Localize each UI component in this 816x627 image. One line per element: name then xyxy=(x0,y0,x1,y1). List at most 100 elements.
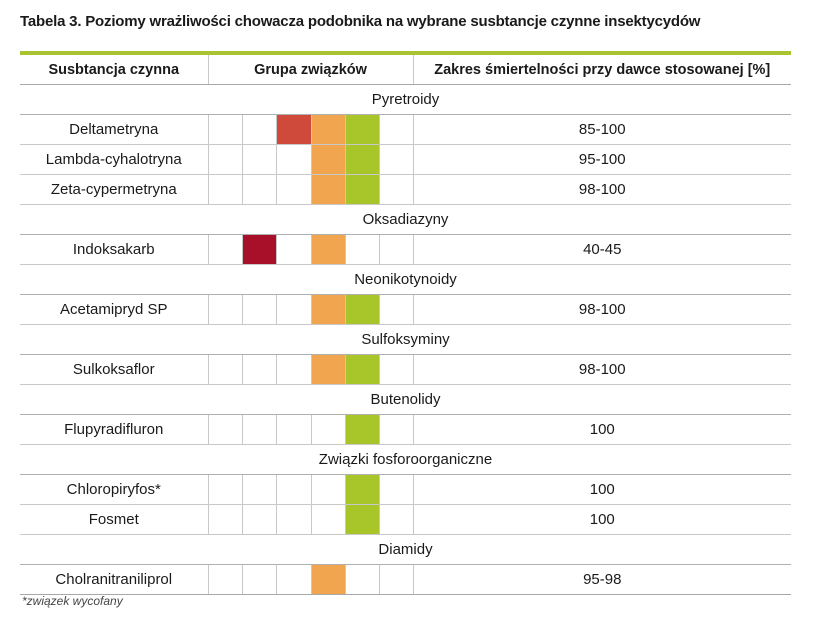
substance-row: Acetamipryd SP 98-100 xyxy=(20,294,791,325)
group-row: Pyretroidy xyxy=(20,84,791,115)
sensitivity-cell xyxy=(378,354,413,385)
sensitivity-cell xyxy=(344,564,379,595)
sensitivity-cell-filled xyxy=(310,294,345,325)
sensitivity-cell-filled xyxy=(344,114,379,145)
header-substance: Susbtancja czynna xyxy=(20,55,208,85)
sensitivity-cell xyxy=(207,414,242,445)
sensitivity-cell xyxy=(310,504,345,535)
sensitivity-cell-filled xyxy=(344,174,379,205)
sensitivity-cell xyxy=(378,474,413,505)
substance-name: Indoksakarb xyxy=(20,234,208,265)
sensitivity-cell-filled xyxy=(344,294,379,325)
sensitivity-cell-filled xyxy=(344,144,379,175)
group-row: Butenolidy xyxy=(20,384,791,415)
group-name: Butenolidy xyxy=(20,384,791,415)
sensitivity-cell-filled xyxy=(275,114,311,145)
sensitivity-cell xyxy=(378,564,413,595)
sensitivity-cell xyxy=(378,234,413,265)
mortality-range: 98-100 xyxy=(412,294,791,325)
sensitivity-cell xyxy=(275,564,311,595)
sensitivity-cell xyxy=(207,354,242,385)
sensitivity-cell xyxy=(241,144,276,175)
group-name: Neonikotynoidy xyxy=(20,264,791,295)
sensitivity-cell xyxy=(275,174,311,205)
sensitivity-cell xyxy=(378,414,413,445)
sensitivity-table: Susbtancja czynna Grupa związków Zakres … xyxy=(20,55,791,595)
sensitivity-cell xyxy=(207,234,242,265)
sensitivity-cell-filled xyxy=(310,234,345,265)
substance-name: Zeta-cypermetryna xyxy=(20,174,208,205)
sensitivity-cell xyxy=(310,474,345,505)
mortality-range: 95-100 xyxy=(412,144,791,175)
accent-bar xyxy=(20,51,791,55)
table-body: Pyretroidy Deltametryna 85-100 Lambda-cyhal… xyxy=(20,84,791,595)
substance-row: Zeta-cypermetryna 98-100 xyxy=(20,174,791,205)
substance-name: Chloropiryfos* xyxy=(20,474,208,505)
sensitivity-cell xyxy=(378,504,413,535)
group-name: Pyretroidy xyxy=(20,84,791,115)
substance-name: Cholranitraniliprol xyxy=(20,564,208,595)
header-range: Zakres śmiertelności przy dawce stosowan… xyxy=(412,55,791,85)
mortality-range: 40-45 xyxy=(412,234,791,265)
substance-name: Acetamipryd SP xyxy=(20,294,208,325)
sensitivity-cell xyxy=(207,474,242,505)
footnote: *związek wycofany xyxy=(22,594,123,608)
table-title: Tabela 3. Poziomy wrażliwości chowacza p… xyxy=(20,13,701,30)
sensitivity-cell xyxy=(275,294,311,325)
sensitivity-cell-filled xyxy=(241,234,276,265)
mortality-range: 100 xyxy=(412,474,791,505)
sensitivity-cell-filled xyxy=(310,564,345,595)
sensitivity-cell-filled xyxy=(344,414,379,445)
sensitivity-cell xyxy=(207,504,242,535)
sensitivity-cell xyxy=(310,414,345,445)
substance-name: Fosmet xyxy=(20,504,208,535)
substance-row: Fosmet 100 xyxy=(20,504,791,535)
sensitivity-cell-filled xyxy=(310,174,345,205)
group-name: Oksadiazyny xyxy=(20,204,791,235)
sensitivity-cell xyxy=(275,414,311,445)
sensitivity-cell xyxy=(207,114,242,145)
substance-row: Indoksakarb 40-45 xyxy=(20,234,791,265)
sensitivity-cell xyxy=(378,144,413,175)
substance-row: Lambda-cyhalotryna 95-100 xyxy=(20,144,791,175)
sensitivity-cell xyxy=(378,114,413,145)
sensitivity-cell xyxy=(275,474,311,505)
sensitivity-cell xyxy=(378,294,413,325)
mortality-range: 85-100 xyxy=(412,114,791,145)
sensitivity-cell xyxy=(241,474,276,505)
sensitivity-cell xyxy=(207,174,242,205)
group-row: Diamidy xyxy=(20,534,791,565)
substance-row: Flupyradifluron 100 xyxy=(20,414,791,445)
sensitivity-cell xyxy=(241,114,276,145)
sensitivity-cell xyxy=(275,354,311,385)
substance-row: Deltametryna 85-100 xyxy=(20,114,791,145)
sensitivity-cell xyxy=(241,294,276,325)
mortality-range: 98-100 xyxy=(412,174,791,205)
substance-name: Sulkoksaflor xyxy=(20,354,208,385)
sensitivity-cell-filled xyxy=(310,114,345,145)
sensitivity-cell xyxy=(275,144,311,175)
sensitivity-cell-filled xyxy=(344,504,379,535)
sensitivity-cell-filled xyxy=(344,474,379,505)
sensitivity-cell xyxy=(344,234,379,265)
sensitivity-cell xyxy=(275,234,311,265)
sensitivity-cell xyxy=(241,354,276,385)
sensitivity-cell xyxy=(241,414,276,445)
mortality-range: 95-98 xyxy=(412,564,791,595)
sensitivity-cell xyxy=(241,504,276,535)
header-group: Grupa związków xyxy=(207,55,413,85)
sensitivity-cell xyxy=(378,174,413,205)
mortality-range: 100 xyxy=(412,414,791,445)
mortality-range: 98-100 xyxy=(412,354,791,385)
substance-name: Deltametryna xyxy=(20,114,208,145)
group-name: Związki fosforoorganiczne xyxy=(20,444,791,475)
substance-row: Chloropiryfos* 100 xyxy=(20,474,791,505)
group-row: Neonikotynoidy xyxy=(20,264,791,295)
sensitivity-cell xyxy=(207,294,242,325)
group-row: Związki fosforoorganiczne xyxy=(20,444,791,475)
sensitivity-cell-filled xyxy=(310,144,345,175)
sensitivity-cell-filled xyxy=(310,354,345,385)
sensitivity-cell xyxy=(275,504,311,535)
sensitivity-cell-filled xyxy=(344,354,379,385)
sensitivity-cell xyxy=(207,564,242,595)
